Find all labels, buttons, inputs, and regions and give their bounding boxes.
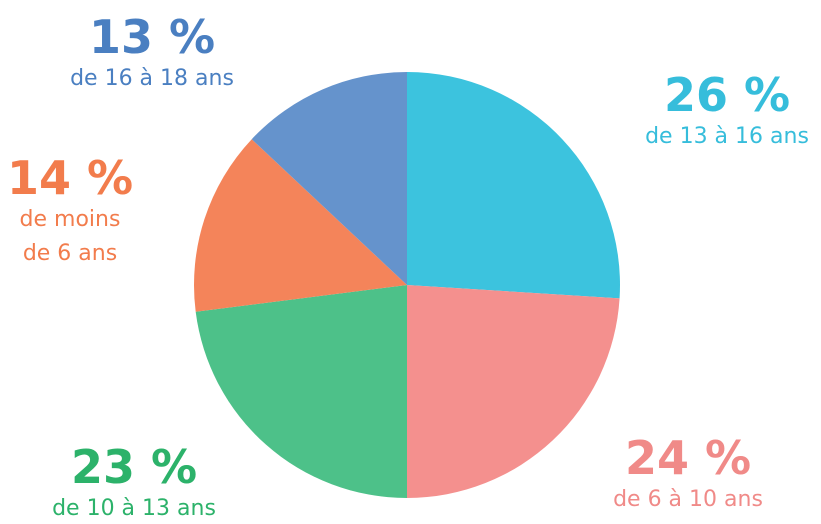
category-label: de 13 à 16 ans [645, 124, 809, 149]
value-label: 24 % [624, 431, 752, 485]
value-label: 26 % [663, 68, 791, 122]
category-label: de 10 à 13 ans [52, 496, 216, 521]
value-label: 14 % [6, 151, 134, 205]
pie-slice [407, 285, 620, 498]
category-label: de moins de 6 ans [19, 207, 121, 266]
slice-label: 13 % de 16 à 18 ans [70, 12, 234, 96]
slice-label: 23 % de 10 à 13 ans [52, 442, 216, 524]
value-label: 13 % [88, 10, 216, 64]
pie-slice [194, 139, 407, 312]
slice-label: 24 % de 6 à 10 ans [613, 433, 763, 517]
category-label: de 6 à 10 ans [613, 487, 763, 512]
category-label: de 16 à 18 ans [70, 66, 234, 91]
slice-label: 14 % de moins de 6 ans [5, 153, 135, 271]
slice-label: 26 % de 13 à 16 ans [645, 70, 809, 154]
pie-slice [251, 72, 407, 285]
pie-slice [195, 285, 407, 498]
value-label: 23 % [70, 440, 198, 494]
pie-slice [407, 72, 620, 299]
